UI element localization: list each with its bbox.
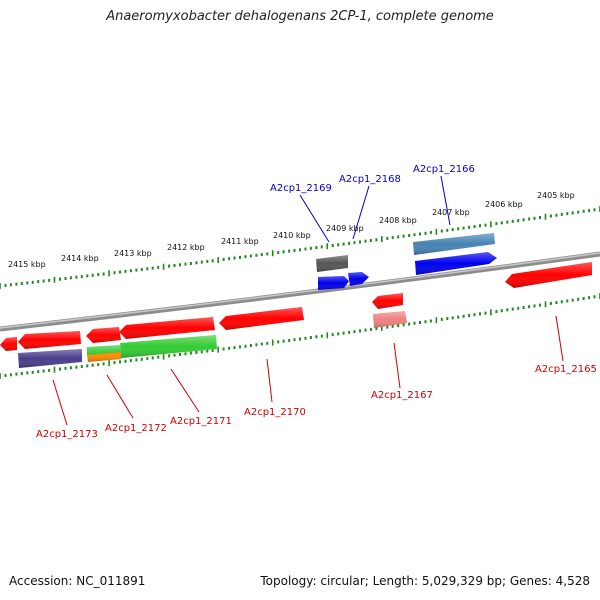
scale-label: 2405 kbp xyxy=(537,191,575,200)
scale-label: 2411 kbp xyxy=(221,237,259,246)
scale-label: 2409 kbp xyxy=(326,224,364,233)
gene-A2cp1_2171[interactable] xyxy=(119,317,217,358)
gene-arrow-shade xyxy=(372,293,403,309)
gene-A2cp1_2168[interactable] xyxy=(348,272,369,286)
gene-arrow-shade xyxy=(119,317,215,339)
gene-label-A2cp1_2171[interactable]: A2cp1_2171 xyxy=(170,416,232,427)
gene-A2cp1_2170[interactable] xyxy=(219,307,304,330)
gene-label-A2cp1_2166[interactable]: A2cp1_2166 xyxy=(413,164,475,175)
gene-label-A2cp1_2172[interactable]: A2cp1_2172 xyxy=(105,423,167,434)
gene-block-shade xyxy=(413,233,495,255)
gene-arrow-shade xyxy=(18,331,81,349)
map-title: Anaeromyxobacter dehalogenans 2CP-1, com… xyxy=(106,9,494,24)
scale-label: 2415 kbp xyxy=(8,260,46,269)
gene-block-shade xyxy=(373,311,407,328)
gene-block-shade xyxy=(316,255,348,272)
gene-A2cp1_2169[interactable] xyxy=(318,276,349,290)
gene-block-shade xyxy=(87,345,121,362)
callout-line xyxy=(266,358,273,403)
gene-label-A2cp1_2165[interactable]: A2cp1_2165 xyxy=(535,364,597,375)
gene-label-A2cp1_2169[interactable]: A2cp1_2169 xyxy=(270,183,332,194)
scale-track-top xyxy=(0,206,600,289)
callout-line xyxy=(352,185,370,240)
gene-label-A2cp1_2173[interactable]: A2cp1_2173 xyxy=(36,429,98,440)
scale-labels: 2405 kbp 2406 kbp 2407 kbp 2408 kbp 2409… xyxy=(8,191,575,269)
callout-line xyxy=(440,175,451,226)
callout-lines xyxy=(52,175,564,426)
gene-arrow-shade xyxy=(415,252,497,275)
scale-label: 2412 kbp xyxy=(167,243,205,252)
gene-labels: A2cp1_2169 A2cp1_2168 A2cp1_2166 A2cp1_2… xyxy=(36,164,597,440)
gene-arrow-shade xyxy=(219,307,304,330)
gene-A2cp1_2167[interactable] xyxy=(372,293,407,328)
gene-A2cp1_2172[interactable] xyxy=(86,327,121,362)
genome-backbone xyxy=(0,251,600,332)
gene-A2cp1_2165[interactable] xyxy=(505,262,592,288)
scale-label: 2406 kbp xyxy=(485,200,523,209)
scale-label: 2413 kbp xyxy=(114,249,152,258)
scale-track-bottom xyxy=(0,293,600,379)
scale-label: 2414 kbp xyxy=(61,254,99,263)
gene-label-A2cp1_2168[interactable]: A2cp1_2168 xyxy=(339,174,401,185)
gene-gray-block[interactable] xyxy=(316,255,348,272)
gene-left-edge[interactable] xyxy=(0,337,17,351)
scale-label: 2408 kbp xyxy=(379,216,417,225)
gene-arrow-shade xyxy=(505,262,592,288)
gene-block-shade xyxy=(120,335,217,358)
gene-arrow-shade xyxy=(0,337,17,351)
gene-arrow-shade xyxy=(86,327,121,343)
callout-line xyxy=(555,315,564,362)
callout-line xyxy=(106,374,134,419)
callout-line xyxy=(393,342,401,389)
gene-A2cp1_2173[interactable] xyxy=(18,331,82,368)
scale-label: 2407 kbp xyxy=(432,208,470,217)
topology-text: Topology: circular; Length: 5,029,329 bp… xyxy=(260,574,590,588)
gene-arrow-shade xyxy=(318,276,349,290)
accession-text: Accession: NC_011891 xyxy=(9,574,146,588)
callout-line xyxy=(299,194,330,243)
gene-label-A2cp1_2167[interactable]: A2cp1_2167 xyxy=(371,390,433,401)
gene-arrow-shade xyxy=(348,272,369,286)
callout-line xyxy=(170,368,200,413)
gene-A2cp1_2166[interactable] xyxy=(413,233,497,275)
gene-block-shade xyxy=(18,349,82,368)
callout-line xyxy=(52,379,68,426)
scale-label: 2410 kbp xyxy=(273,231,311,240)
genome-backbone-highlight xyxy=(0,252,600,329)
gene-label-A2cp1_2170[interactable]: A2cp1_2170 xyxy=(244,407,306,418)
